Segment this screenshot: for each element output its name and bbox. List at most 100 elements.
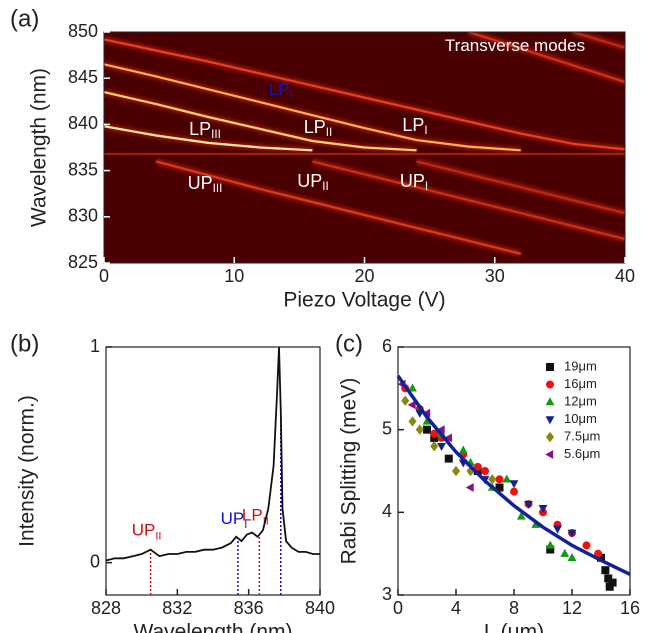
point <box>437 443 446 451</box>
mode-line <box>104 63 521 152</box>
legend-label: 7.5μm <box>564 428 600 443</box>
x-axis-title: L (μm) <box>484 621 544 633</box>
legend-label: 12μm <box>564 393 597 408</box>
marker-label: UPI <box>221 510 248 531</box>
label-subscript: II <box>326 126 333 139</box>
y-tick-label: 845 <box>68 67 98 87</box>
legend-marker <box>545 397 555 406</box>
label-text: E <box>624 147 636 167</box>
y-tick-label: 5 <box>382 418 392 438</box>
annotation: Transverse modes <box>445 36 585 55</box>
y-tick-label: 825 <box>68 252 98 272</box>
label-text: UP <box>400 171 425 191</box>
label-text: UP <box>132 521 156 540</box>
point <box>594 549 603 558</box>
panel-label: (a) <box>10 5 39 32</box>
mode-line <box>155 160 522 255</box>
legend-marker <box>546 431 554 443</box>
point <box>495 475 504 484</box>
label-text: LP <box>269 80 290 99</box>
point <box>430 441 439 452</box>
legend-marker <box>545 416 555 425</box>
x-axis-title: Piezo Voltage (V) <box>283 289 445 312</box>
label-text: LP <box>189 119 211 139</box>
label-subscript: I <box>424 124 427 137</box>
label-text: UP <box>188 173 213 193</box>
label-text: UP <box>221 510 245 529</box>
plot-frame <box>105 346 321 596</box>
x-tick-label: 4 <box>451 598 461 618</box>
label-text: Transverse modes <box>445 36 585 55</box>
y-tick-label: 4 <box>382 501 392 521</box>
y-tick-label: 3 <box>382 584 392 604</box>
annotation: UPII <box>297 171 329 193</box>
label-text: LP <box>402 115 424 135</box>
point <box>488 474 497 485</box>
mode-line <box>416 160 625 215</box>
label-subscript: III <box>211 128 221 141</box>
mode-line <box>468 32 625 83</box>
point <box>408 416 417 427</box>
point <box>415 424 424 435</box>
point <box>452 465 460 477</box>
x-tick-label: 828 <box>91 598 121 618</box>
mode-line <box>104 91 417 152</box>
legend-marker <box>545 450 554 459</box>
mode-line <box>312 160 625 241</box>
panel-label: (c) <box>335 330 363 357</box>
x-tick-label: 0 <box>99 266 109 286</box>
y-tick-label: 0 <box>90 551 100 571</box>
point <box>502 474 512 483</box>
legend-marker <box>546 363 554 371</box>
mode-line <box>104 125 313 152</box>
point <box>567 553 577 561</box>
marker-label: LPI <box>269 80 293 101</box>
x-tick-label: 10 <box>224 266 244 286</box>
point <box>444 454 453 463</box>
legend-label: 19μm <box>564 358 597 373</box>
annotation: UPIII <box>188 173 223 195</box>
legend-label: 10μm <box>564 411 597 426</box>
point <box>407 400 416 410</box>
y-axis-title: Rabi Splitting (meV) <box>338 378 361 565</box>
point <box>465 483 474 492</box>
x-tick-label: 836 <box>234 598 264 618</box>
point <box>510 487 518 496</box>
label-subscript: x <box>636 156 642 169</box>
point <box>423 425 431 434</box>
legend-label: 5.6μm <box>564 446 600 461</box>
label-subscript: I <box>290 90 293 102</box>
label-subscript: II <box>322 180 329 193</box>
legend-label: 16μm <box>564 376 597 391</box>
fit-line <box>396 374 631 576</box>
annotation: Ex <box>624 147 642 169</box>
x-axis-title: Wavelength (nm) <box>133 621 292 633</box>
point <box>481 467 489 475</box>
y-tick-label: 840 <box>68 113 98 133</box>
mode-line <box>104 38 625 151</box>
mode-line <box>572 32 625 49</box>
point <box>553 525 562 534</box>
annotation: LPI <box>402 115 427 137</box>
x-tick-label: 832 <box>162 598 192 618</box>
point <box>516 511 526 520</box>
point <box>524 500 533 509</box>
y-tick-label: 850 <box>68 21 98 41</box>
point <box>567 529 577 538</box>
plot-area <box>104 32 625 258</box>
panel-label: (b) <box>10 330 39 357</box>
x-tick-label: 0 <box>393 598 403 618</box>
point <box>408 383 417 392</box>
y-axis-title: Intensity (norm.) <box>16 395 39 547</box>
label-text: UP <box>297 171 322 191</box>
x-tick-label: 16 <box>620 598 640 618</box>
point <box>401 395 410 406</box>
label-text: LP <box>242 506 263 525</box>
y-tick-label: 6 <box>382 336 392 356</box>
point <box>473 462 482 471</box>
y-axis-title: Wavelength (nm) <box>28 68 51 227</box>
x-tick-label: 30 <box>485 266 505 286</box>
point <box>436 425 445 435</box>
point <box>582 541 591 550</box>
